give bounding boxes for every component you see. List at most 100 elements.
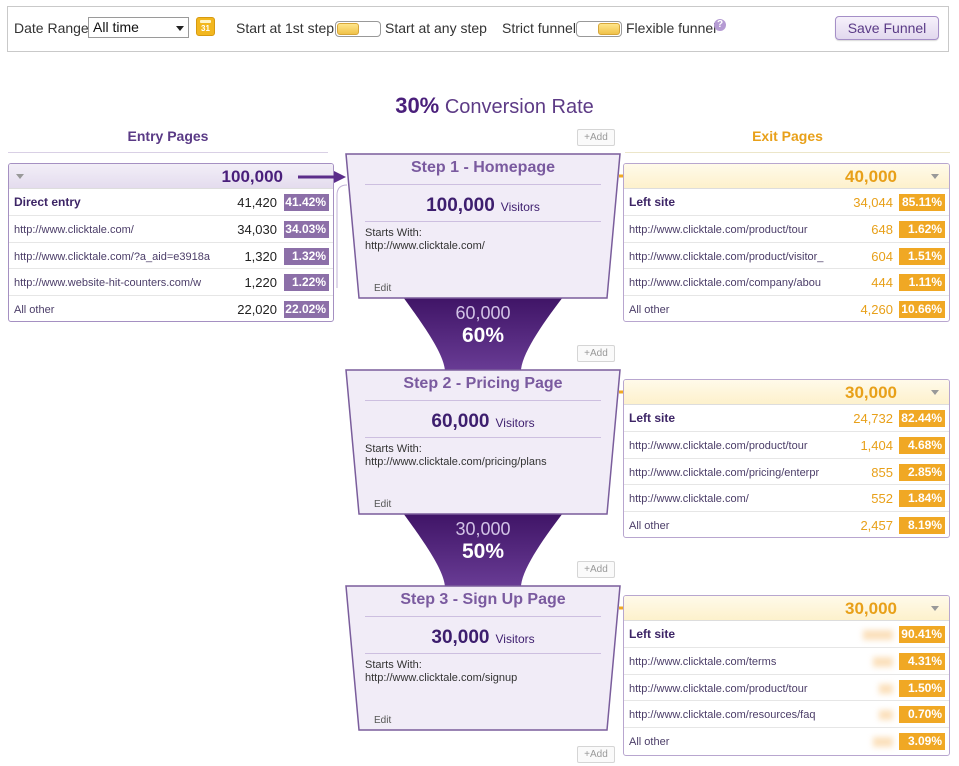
row-value-redacted <box>873 737 893 748</box>
table-row[interactable]: http://www.clicktale.com/product/tour 1.5… <box>624 675 949 702</box>
table-row[interactable]: http://www.clicktale.com/terms 4.31% <box>624 648 949 675</box>
table-row[interactable]: http://www.clicktale.com/product/tour 1,4… <box>624 432 949 459</box>
chevron-down-icon[interactable] <box>931 174 939 179</box>
step-url: http://www.clicktale.com/ <box>365 240 485 252</box>
chevron-down-icon[interactable] <box>931 390 939 395</box>
table-row[interactable]: http://www.clicktale.com/product/tour 648… <box>624 216 949 243</box>
row-percent: 82.44% <box>899 410 945 427</box>
row-label: http://www.website-hit-counters.com/w <box>14 277 202 290</box>
edit-step-link[interactable]: Edit <box>374 499 392 510</box>
date-range-select[interactable]: All time <box>88 17 189 38</box>
table-row[interactable]: http://www.clicktale.com/552 1.84% <box>624 485 949 513</box>
add-step-button[interactable]: +Add <box>577 129 615 146</box>
row-value: 1,320 <box>244 248 277 264</box>
row-label: Left site <box>629 411 676 425</box>
table-row[interactable]: http://www.website-hit-counters.com/w 1,2… <box>9 269 333 297</box>
table-row[interactable]: http://www.clicktale.com/product/visitor… <box>624 243 949 270</box>
entry-pages-heading: Entry Pages <box>127 128 209 144</box>
exit-pages-table-3: 30,000 Left site 90.41% http://www.clickt… <box>623 595 950 756</box>
add-step-button[interactable]: +Add <box>577 345 615 362</box>
edit-step-link[interactable]: Edit <box>374 715 392 726</box>
row-value: 34,044 <box>853 195 893 210</box>
row-percent: 1.62% <box>899 220 945 238</box>
row-percent: 1.84% <box>899 490 945 508</box>
starts-with-label: Starts With: <box>365 659 422 671</box>
table-row[interactable]: http://www.clicktale.com/company/abou 444… <box>624 269 949 297</box>
add-step-button[interactable]: +Add <box>577 746 615 763</box>
step-divider <box>365 184 601 185</box>
strict-funnel-label: Strict funnel <box>502 20 576 36</box>
funnel-toolbar: Date Range All time 31 Start at 1st step… <box>7 6 949 52</box>
row-label: http://www.clicktale.com/company/abou <box>629 277 821 290</box>
row-percent: 41.42% <box>284 194 329 211</box>
table-row[interactable]: Left site 24,732 82.44% <box>624 405 949 432</box>
table-row[interactable]: All other 3.09% <box>624 728 949 755</box>
step-divider <box>365 400 601 401</box>
row-value: 855 <box>871 464 893 480</box>
entry-heading-divider <box>8 152 328 153</box>
row-label: http://www.clicktale.com/product/tour <box>629 439 808 452</box>
transition-2: 30,000 50% <box>345 519 621 564</box>
row-label: http://www.clicktale.com/product/visitor… <box>629 250 824 263</box>
flexible-funnel-label: Flexible funnel <box>626 20 717 36</box>
toggle-knob[interactable] <box>598 23 620 35</box>
step-box-shape <box>345 369 621 515</box>
entry-pages-header: 100,000 <box>9 164 333 189</box>
row-value: 1,404 <box>860 437 893 453</box>
funnel-connector-1 <box>403 297 563 373</box>
table-row[interactable]: http://www.clicktale.com/34,030 34.03% <box>9 216 333 243</box>
table-row[interactable]: Left site 90.41% <box>624 621 949 648</box>
row-percent: 34.03% <box>284 220 329 238</box>
funnel-step-1[interactable]: Step 1 - Homepage 100,000 Visitors Starts… <box>345 153 621 299</box>
row-percent: 1.51% <box>899 247 945 265</box>
step-divider <box>365 616 601 617</box>
row-percent: 1.50% <box>899 679 945 697</box>
table-row[interactable]: Left site 34,044 85.11% <box>624 189 949 216</box>
conversion-rate-value: 30% <box>395 93 440 118</box>
conversion-rate: 30% Conversion Rate <box>0 93 959 119</box>
date-range-label: Date Range <box>14 20 89 36</box>
start-step-toggle[interactable] <box>335 21 381 37</box>
date-range-value: All time <box>93 19 139 35</box>
row-label: http://www.clicktale.com/ <box>14 223 134 236</box>
row-value: 22,020 <box>237 302 277 318</box>
row-percent: 4.31% <box>899 652 945 670</box>
step-visitors: 60,000 Visitors <box>365 411 601 433</box>
save-funnel-button[interactable]: Save Funnel <box>835 16 939 40</box>
table-row[interactable]: All other 2,457 8.19% <box>624 512 949 537</box>
table-row[interactable]: http://www.clicktale.com/?a_aid=e3918a 1,… <box>9 243 333 270</box>
table-row[interactable]: All other 4,260 10.66% <box>624 296 949 321</box>
entry-pages-table: 100,000 Direct entry 41,420 41.42% http://… <box>8 163 334 322</box>
row-percent: 85.11% <box>899 194 945 211</box>
visitors-label: Visitors <box>500 200 540 214</box>
table-row[interactable]: Direct entry 41,420 41.42% <box>9 189 333 216</box>
edit-step-link[interactable]: Edit <box>374 283 392 294</box>
help-icon[interactable]: ? <box>714 19 726 31</box>
row-value: 1,220 <box>244 275 277 291</box>
funnel-step-2[interactable]: Step 2 - Pricing Page 60,000 Visitors Sta… <box>345 369 621 515</box>
calendar-icon[interactable]: 31 <box>196 17 215 36</box>
table-row[interactable]: All other 22,020 22.02% <box>9 296 333 321</box>
step-divider <box>365 437 601 438</box>
visitors-label: Visitors <box>495 416 535 430</box>
visitors-count: 100,000 <box>426 195 495 216</box>
transition-percent: 50% <box>461 540 505 563</box>
funnel-mode-toggle[interactable] <box>576 21 622 37</box>
table-row[interactable]: http://www.clicktale.com/resources/faq 0.… <box>624 701 949 729</box>
toggle-knob[interactable] <box>337 23 359 35</box>
start-first-step-label: Start at 1st step <box>236 20 335 36</box>
table-row[interactable]: http://www.clicktale.com/pricing/enterpr… <box>624 459 949 486</box>
entry-total: 100,000 <box>221 167 283 186</box>
row-label: http://www.clicktale.com/pricing/enterpr <box>629 466 820 479</box>
row-value: 604 <box>871 248 893 264</box>
chevron-down-icon[interactable] <box>16 174 24 179</box>
exit-pages-heading: Exit Pages <box>752 128 823 144</box>
starts-with-label: Starts With: <box>365 443 422 455</box>
row-label: http://www.clicktale.com/resources/faq <box>629 709 816 722</box>
row-label: All other <box>629 520 670 533</box>
conversion-rate-label: Conversion Rate <box>444 96 594 118</box>
chevron-down-icon[interactable] <box>931 606 939 611</box>
row-value-redacted <box>873 656 893 667</box>
funnel-step-3[interactable]: Step 3 - Sign Up Page 30,000 Visitors Sta… <box>345 585 621 731</box>
add-step-button[interactable]: +Add <box>577 561 615 578</box>
